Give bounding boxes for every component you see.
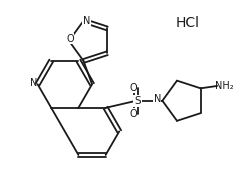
Text: S: S: [134, 96, 141, 106]
Text: N: N: [83, 16, 90, 26]
Text: HCl: HCl: [175, 16, 199, 30]
Text: N: N: [153, 94, 161, 104]
Text: N: N: [30, 78, 38, 88]
Text: O: O: [66, 34, 74, 44]
Text: NH₂: NH₂: [215, 81, 234, 91]
Text: O: O: [129, 109, 137, 119]
Text: O: O: [129, 83, 137, 93]
